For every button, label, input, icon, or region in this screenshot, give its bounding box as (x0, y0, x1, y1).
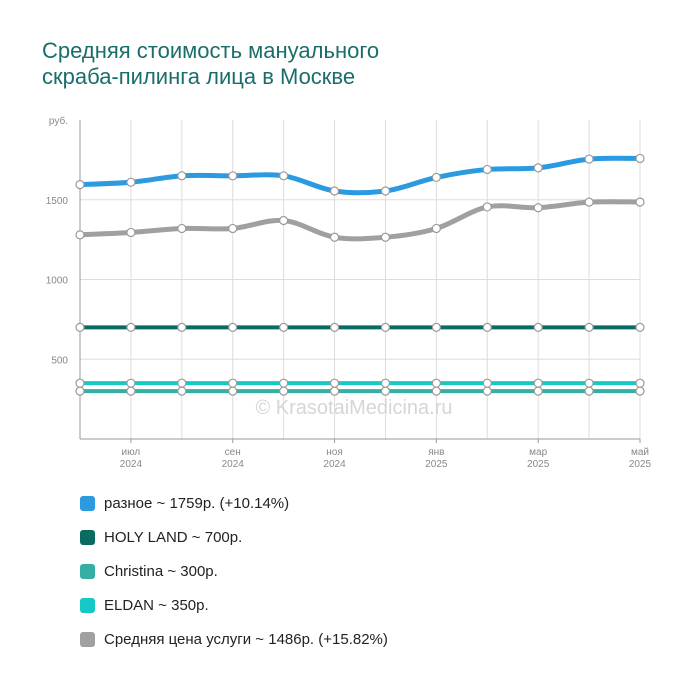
data-point (380, 322, 391, 332)
data-point (584, 378, 594, 388)
x-tick-label-year: 2024 (120, 459, 143, 470)
data-point (329, 386, 340, 396)
data-point (75, 378, 85, 388)
data-point (75, 322, 85, 332)
data-point (177, 322, 187, 332)
data-point (177, 378, 187, 388)
data-point (533, 163, 543, 173)
data-point (177, 386, 187, 396)
data-point (482, 386, 492, 396)
data-point (177, 171, 187, 181)
data-point (380, 186, 391, 196)
chart-title-line-1: Средняя стоимость мануального (42, 38, 380, 63)
legend-item-eldan[interactable]: ELDAN ~ 350р. (80, 588, 388, 622)
chart-title-line-2: скраба-пилинга лица в Москве (42, 64, 356, 89)
data-point (533, 322, 543, 332)
data-point (431, 322, 441, 332)
data-point (228, 171, 238, 181)
data-point (279, 322, 289, 332)
legend-item-average[interactable]: Средняя цена услуги ~ 1486р. (+15.82%) (80, 622, 388, 656)
data-point (584, 386, 594, 396)
data-point (635, 322, 645, 332)
data-point (533, 378, 543, 388)
data-point (329, 322, 340, 332)
legend-swatch (80, 631, 95, 647)
legend-swatch (80, 529, 95, 545)
legend-item-holy-land[interactable]: HOLY LAND ~ 700р. (80, 520, 388, 554)
data-point (431, 378, 441, 388)
data-point (228, 386, 238, 396)
series-line-средняя-цена-услуги (77, 199, 643, 242)
data-point (635, 378, 645, 388)
data-point (75, 386, 85, 396)
data-point (329, 378, 340, 388)
legend-label: ELDAN ~ 350р. (104, 596, 209, 614)
data-point (75, 230, 85, 240)
data-point (482, 322, 492, 332)
data-point (228, 223, 238, 234)
data-point (279, 378, 289, 388)
data-point (228, 322, 238, 332)
x-tick-label-month: май (631, 447, 649, 458)
chart-title: Средняя стоимость мануального скраба-пил… (42, 38, 379, 90)
legend-swatch (80, 563, 95, 579)
x-tick-label-month: ноя (326, 447, 343, 458)
data-point (126, 177, 136, 187)
y-tick-label: 1500 (46, 196, 69, 207)
x-tick-label-month: июл (122, 447, 141, 458)
data-point (329, 232, 340, 242)
data-point (126, 227, 136, 238)
data-point (380, 378, 391, 388)
data-point (482, 164, 492, 175)
data-point (329, 186, 340, 196)
data-point (75, 179, 85, 190)
data-point (279, 386, 289, 396)
data-point (635, 386, 645, 396)
data-point (584, 322, 594, 332)
data-point (482, 202, 492, 212)
x-tick-label-year: 2025 (527, 459, 550, 470)
x-tick-label-year: 2024 (323, 459, 346, 470)
x-tick-label-month: сен (225, 447, 241, 458)
data-point (228, 378, 238, 388)
data-point (380, 386, 391, 396)
data-point (126, 378, 136, 388)
x-tick-label-month: янв (428, 447, 444, 458)
data-point (482, 378, 492, 388)
legend-label: Средняя цена услуги ~ 1486р. (+15.82%) (104, 630, 388, 648)
watermark: © KrasotaiMedicina.ru (255, 397, 452, 419)
data-point (380, 232, 391, 242)
x-tick-label-year: 2025 (629, 459, 652, 470)
data-point (584, 197, 594, 207)
data-point (533, 386, 543, 396)
data-point (126, 386, 136, 396)
legend-swatch (80, 597, 95, 613)
data-point (431, 386, 441, 396)
legend: разное ~ 1759р. (+10.14%) HOLY LAND ~ 70… (80, 486, 388, 656)
data-point (635, 197, 645, 207)
legend-item-raznoe[interactable]: разное ~ 1759р. (+10.14%) (80, 486, 388, 520)
x-tick-label-year: 2024 (222, 459, 245, 470)
data-point (177, 223, 187, 234)
legend-label: Christina ~ 300р. (104, 562, 218, 580)
x-tick-label-year: 2025 (425, 459, 448, 470)
legend-swatch (80, 495, 95, 511)
x-tick-label-month: мар (529, 447, 547, 458)
data-point (126, 322, 136, 332)
y-tick-label: 500 (51, 355, 68, 366)
data-point (533, 203, 543, 213)
data-point (635, 153, 645, 164)
y-axis-unit-label: руб. (49, 115, 68, 127)
data-point (584, 154, 594, 164)
legend-item-christina[interactable]: Christina ~ 300р. (80, 554, 388, 588)
data-point (431, 172, 441, 183)
data-point (279, 171, 289, 181)
line-chart: 50010001500руб.июл2024сен2024ноя2024янв2… (46, 115, 652, 470)
legend-label: разное ~ 1759р. (+10.14%) (104, 494, 290, 512)
data-point (431, 223, 441, 234)
data-point (279, 215, 289, 226)
y-tick-label: 1000 (46, 276, 69, 287)
legend-label: HOLY LAND ~ 700р. (104, 528, 243, 546)
series-line-разное (77, 155, 643, 196)
